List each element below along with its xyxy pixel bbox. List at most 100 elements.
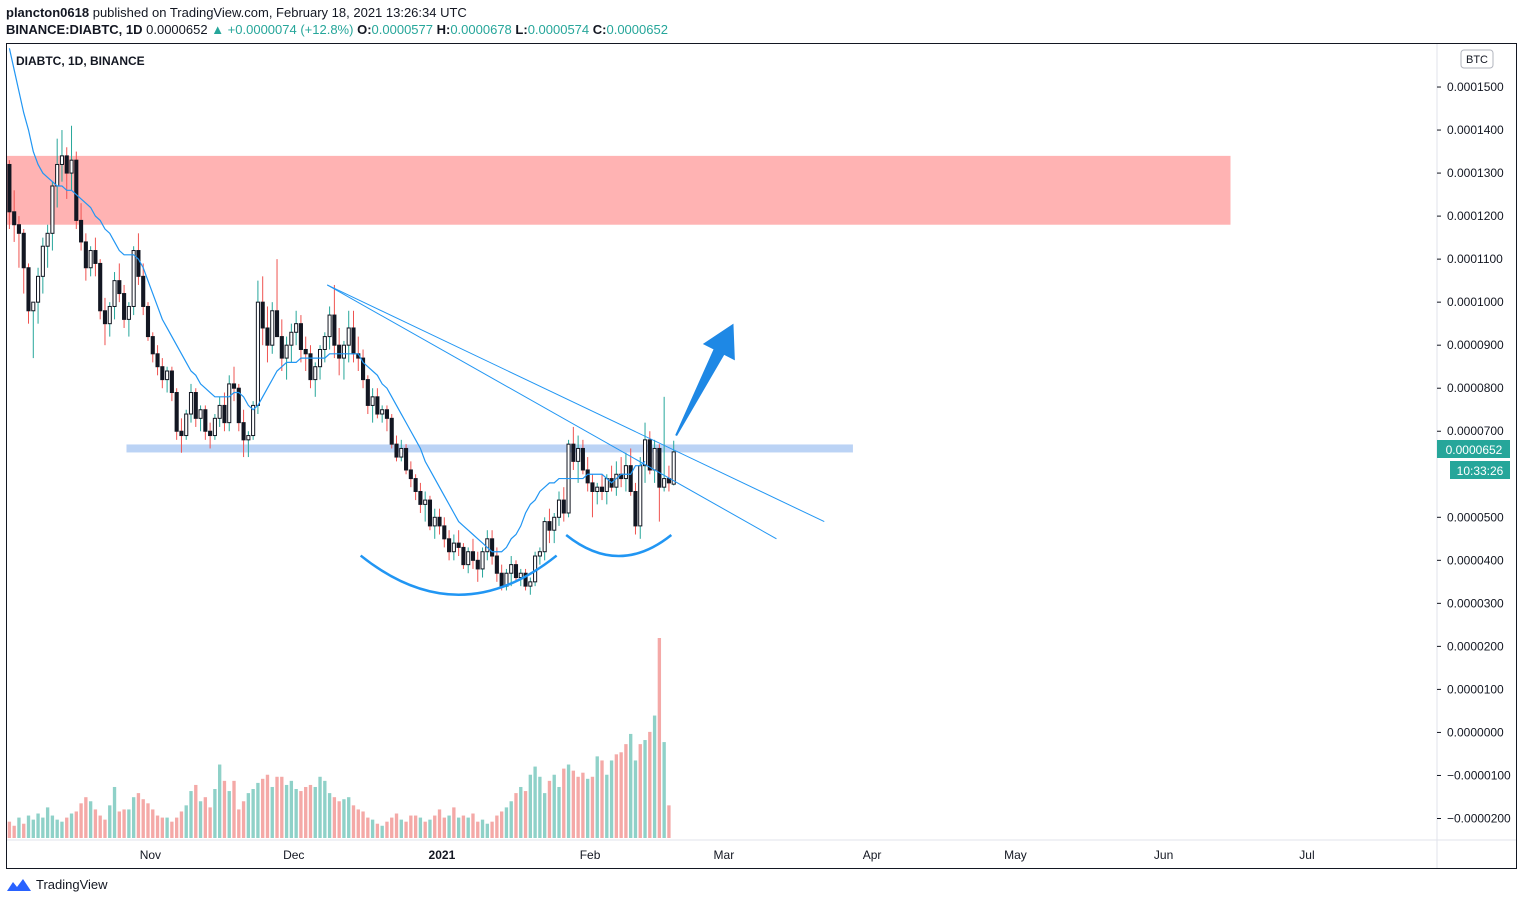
volume-bar [413, 815, 418, 838]
volume-bar [619, 752, 623, 838]
candle-body [399, 447, 404, 458]
volume-bar [337, 801, 341, 838]
y-tick-label: 0.0000000 [1447, 725, 1504, 739]
volume-bar [174, 817, 179, 838]
volume-bar [447, 815, 451, 838]
volume-bar [155, 815, 160, 838]
candle-body [260, 301, 265, 329]
candle-body [556, 499, 562, 518]
chart-frame [6, 43, 1517, 869]
candle-body [327, 314, 332, 338]
volume-bar [385, 821, 389, 838]
candle-body [499, 572, 504, 587]
volume-bar [523, 791, 528, 838]
candle-body [246, 435, 251, 441]
candle-body [451, 542, 456, 553]
volume-bar [241, 801, 246, 838]
y-tick-label: 0.0000800 [1447, 381, 1504, 395]
tradingview-footer[interactable]: TradingView [6, 877, 108, 892]
volume-bar [275, 776, 279, 838]
quote-symbol: BINANCE:DIABTC, 1D [6, 22, 143, 37]
volume-bar [50, 815, 55, 838]
candle-body [590, 482, 595, 492]
volume-bar [165, 817, 169, 838]
y-tick-label: 0.0001100 [1447, 252, 1503, 266]
candle-body [179, 430, 184, 437]
candle-body [595, 486, 600, 492]
volume-bar [280, 776, 284, 838]
volume-bar [79, 803, 83, 838]
base-arc [565, 534, 673, 558]
volume-bar [151, 809, 155, 838]
volume-bar [218, 764, 222, 838]
candle-body [480, 551, 485, 570]
volume-bar [609, 760, 614, 838]
candle-body [652, 447, 657, 471]
candle-body [561, 499, 566, 514]
candle-body [169, 370, 174, 394]
candle-body [174, 392, 179, 432]
candle-body [107, 305, 112, 325]
quote-change: ▲ +0.0000074 (+12.8%) [211, 22, 354, 37]
volume-bar [600, 760, 604, 838]
candle-body [351, 327, 356, 355]
candle-body [21, 232, 26, 269]
candle-body [427, 499, 433, 527]
volume-bar [514, 793, 518, 838]
candle-body [542, 521, 547, 553]
volume-bar [22, 823, 26, 838]
volume-bar [313, 786, 317, 838]
volume-bar [112, 786, 117, 838]
candle-body [160, 366, 165, 381]
candle-body [375, 396, 380, 415]
volume-bar [643, 740, 647, 838]
x-tick-label: Jun [1154, 848, 1173, 862]
candle-body [198, 409, 203, 419]
time-axis: Nov Dec 2021 Feb Mar Apr May Jun Jul [140, 848, 1315, 862]
volume-bar [595, 756, 599, 838]
candle-body [145, 305, 151, 338]
volume-bar [17, 817, 21, 838]
volume-bar [36, 813, 40, 838]
volume-bar [452, 807, 456, 838]
volume-bar [222, 780, 227, 838]
candle-body [231, 383, 237, 389]
volume-bar [12, 825, 16, 838]
candle-body [638, 465, 643, 527]
candle-body [83, 241, 88, 269]
moving-average [8, 48, 646, 553]
candle-body [117, 280, 122, 295]
candle-body [227, 383, 232, 424]
volume-bar [26, 815, 31, 838]
candle-body [442, 525, 447, 540]
candle-body [40, 245, 45, 277]
quote-last: 0.0000652 [146, 22, 208, 37]
volume-bar [327, 793, 332, 838]
volume-bar [189, 791, 193, 838]
volume-bar [323, 780, 327, 838]
candle-body [136, 250, 141, 277]
currency-badge-box[interactable] [1460, 49, 1494, 69]
volume-bar [586, 778, 590, 838]
open-label: O: [357, 22, 372, 37]
volume-bar [428, 819, 432, 838]
volume-bar [74, 811, 78, 838]
candle-body [404, 447, 409, 471]
y-tick-label: −0.0000200 [1447, 811, 1511, 825]
candle-body [93, 250, 98, 264]
y-tick-label: 0.0000200 [1447, 639, 1504, 653]
candle-body [193, 392, 198, 419]
volume-bar [437, 809, 442, 838]
volume-bars [7, 638, 671, 838]
countdown-text: 10:33:26 [1457, 464, 1504, 478]
volume-bar [93, 809, 98, 838]
volume-bar [433, 815, 437, 838]
volume-bar [304, 786, 308, 838]
candle-body [251, 404, 256, 437]
volume-bar [270, 786, 274, 838]
candle-body [437, 516, 442, 527]
volume-bar [127, 809, 131, 838]
candle-body [208, 430, 213, 437]
close-label: C: [592, 22, 607, 37]
